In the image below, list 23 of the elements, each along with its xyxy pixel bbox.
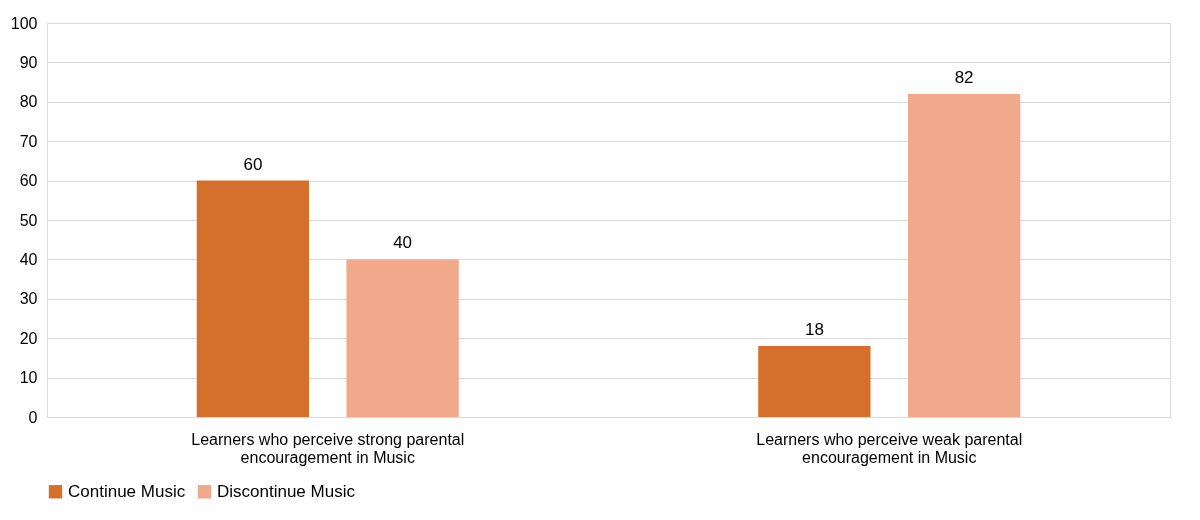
y-tick-label: 30	[19, 290, 38, 308]
y-tick-label: 90	[19, 53, 38, 71]
bar	[758, 346, 871, 417]
y-tick-label: 40	[19, 250, 38, 268]
legend-label: Discontinue Music	[217, 481, 356, 501]
x-tick-label: Learners who perceive strong parental encouragement in Music	[191, 430, 465, 466]
bar	[907, 93, 1021, 417]
y-tick-label: 20	[19, 329, 38, 347]
bar	[196, 180, 310, 417]
y-tick-label: 0	[28, 408, 38, 426]
data-label: 82	[954, 67, 974, 87]
y-tick-label: 80	[19, 93, 38, 111]
y-tick-label: 60	[19, 172, 38, 190]
data-label: 18	[804, 320, 824, 340]
y-tick-label: 70	[19, 132, 38, 150]
y-tick-label: 10	[19, 369, 38, 387]
legend-label: Continue Music	[68, 481, 186, 501]
data-label: 40	[393, 233, 413, 253]
bar	[346, 259, 459, 417]
y-tick-label: 50	[19, 211, 38, 229]
data-label: 60	[243, 154, 263, 174]
y-tick-label: 100	[10, 14, 38, 32]
x-tick-label: Learners who perceive weak parental encouragement in Music	[756, 430, 1023, 466]
